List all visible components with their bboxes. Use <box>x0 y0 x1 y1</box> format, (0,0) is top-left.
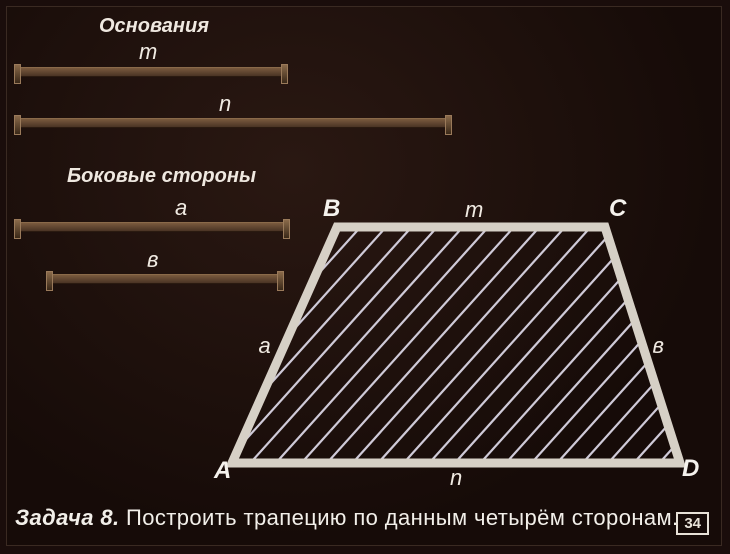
segment-label-n: n <box>219 91 231 117</box>
problem-block: Задача 8. Построить трапецию по данным ч… <box>15 503 709 533</box>
segment-bar-n <box>17 118 449 128</box>
side-label-right: в <box>653 333 664 359</box>
side-label-top: m <box>465 197 483 223</box>
trapezoid-hatching <box>217 213 697 481</box>
segment-label-a: a <box>175 195 187 221</box>
vertex-label-d: D <box>682 455 699 483</box>
page-number: 34 <box>676 512 709 535</box>
heading-laterals: Боковые стороны <box>67 165 256 188</box>
segment-bar-m <box>17 67 285 77</box>
heading-bases: Основания <box>99 15 209 38</box>
vertex-label-c: C <box>609 195 626 223</box>
trapezoid-figure <box>217 213 697 481</box>
vertex-label-a: A <box>214 457 231 485</box>
problem-body: Построить трапецию по данным четырём сто… <box>126 505 679 530</box>
segment-label-m: m <box>139 39 157 65</box>
side-label-bottom: n <box>450 465 462 491</box>
slide-frame: Основания Боковые стороны m n a в A B C … <box>6 6 722 546</box>
side-label-left: a <box>259 333 271 359</box>
vertex-label-b: B <box>323 195 340 223</box>
problem-label: Задача 8. <box>15 505 120 530</box>
problem-text: Задача 8. Построить трапецию по данным ч… <box>15 503 709 533</box>
segment-label-b: в <box>147 247 158 273</box>
